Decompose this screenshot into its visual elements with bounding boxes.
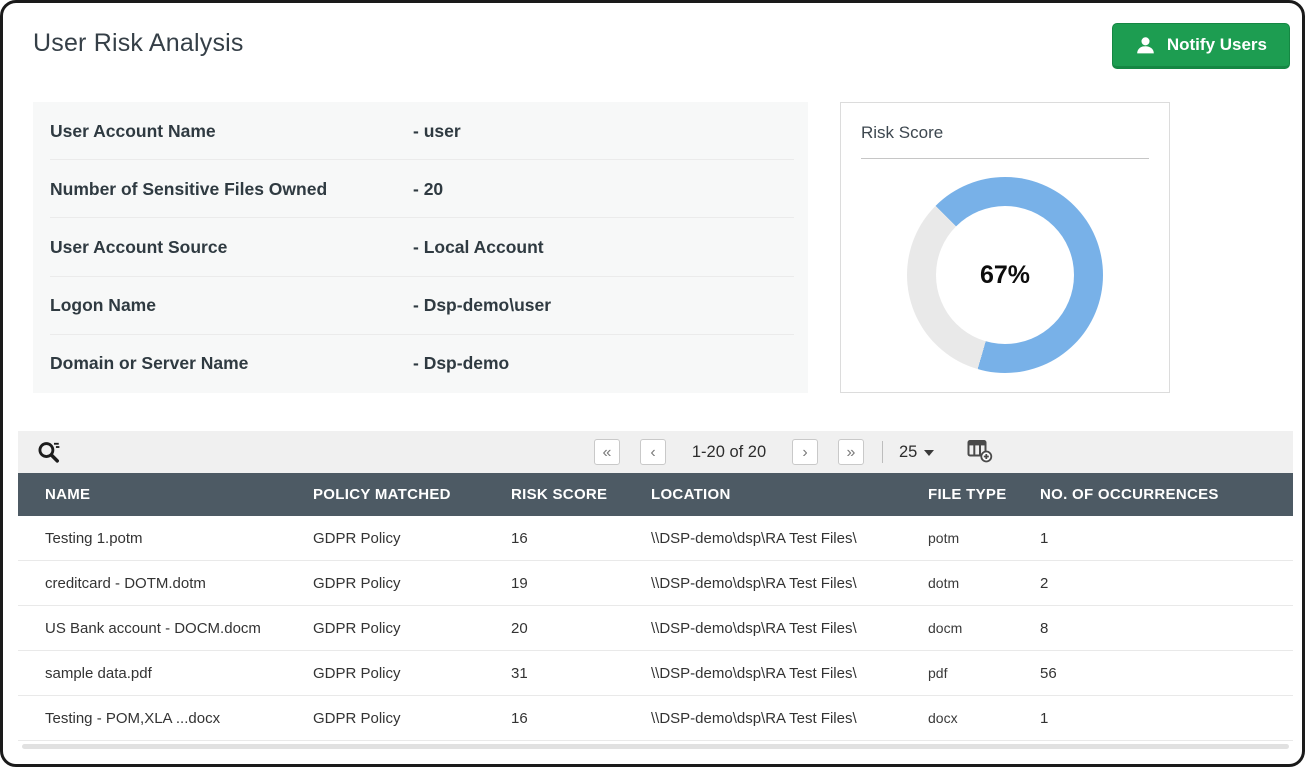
column-header-name[interactable]: NAME xyxy=(45,486,91,503)
pagination: « ‹ 1-20 of 20 › » 25 xyxy=(594,431,994,473)
add-column-icon[interactable] xyxy=(966,439,994,465)
cell-occurrences: 2 xyxy=(1040,574,1049,592)
column-header-location[interactable]: LOCATION xyxy=(651,486,731,503)
page-size-dropdown[interactable]: 25 xyxy=(899,442,935,462)
table-row: US Bank account - DOCM.docm GDPR Policy … xyxy=(18,606,1293,651)
detail-value: - Local Account xyxy=(413,236,544,257)
column-header-policy-matched[interactable]: POLICY MATCHED xyxy=(313,486,451,503)
risk-score-card: Risk Score 67% xyxy=(840,102,1170,393)
detail-value: - 20 xyxy=(413,178,444,199)
risk-percent-label: 67% xyxy=(979,260,1031,289)
notify-users-button[interactable]: Notify Users xyxy=(1111,23,1290,69)
table-row: Testing - POM,XLA ...docx GDPR Policy 16… xyxy=(18,696,1293,741)
detail-row-account-name: User Account Name - user xyxy=(33,102,808,161)
cell-risk-score: 16 xyxy=(511,529,528,547)
detail-label: Number of Sensitive Files Owned xyxy=(50,178,328,199)
detail-label: User Account Name xyxy=(50,120,216,141)
cell-risk-score: 16 xyxy=(511,709,528,727)
last-page-button[interactable]: » xyxy=(838,439,864,465)
horizontal-scrollbar[interactable] xyxy=(22,744,1289,749)
chevron-down-icon xyxy=(924,450,935,456)
cell-risk-score: 19 xyxy=(511,574,528,592)
cell-file-type: pdf xyxy=(928,665,948,681)
cell-location: \\DSP-demo\dsp\RA Test Files\ xyxy=(651,529,857,547)
detail-row-sensitive-files: Number of Sensitive Files Owned - 20 xyxy=(33,160,808,219)
cell-occurrences: 1 xyxy=(1040,709,1049,727)
page-title: User Risk Analysis xyxy=(33,29,244,57)
cell-name: Testing 1.potm xyxy=(45,529,143,547)
cell-policy: GDPR Policy xyxy=(313,709,401,727)
cell-occurrences: 8 xyxy=(1040,619,1049,637)
user-details-panel: User Account Name - user Number of Sensi… xyxy=(33,102,808,393)
cell-name: Testing - POM,XLA ...docx xyxy=(45,709,221,727)
cell-policy: GDPR Policy xyxy=(313,529,401,547)
column-header-occurrences[interactable]: NO. OF OCCURRENCES xyxy=(1040,486,1219,503)
prev-page-button[interactable]: ‹ xyxy=(640,439,666,465)
cell-file-type: potm xyxy=(928,530,960,546)
risk-donut: 67% xyxy=(907,177,1103,373)
table-row: Testing 1.potm GDPR Policy 16 \\DSP-demo… xyxy=(18,516,1293,561)
user-icon xyxy=(1135,35,1156,56)
cell-name: US Bank account - DOCM.docm xyxy=(45,619,261,637)
next-page-button[interactable]: › xyxy=(792,439,818,465)
table-header-row: NAME POLICY MATCHED RISK SCORE LOCATION … xyxy=(18,473,1293,516)
cell-location: \\DSP-demo\dsp\RA Test Files\ xyxy=(651,574,857,592)
cell-policy: GDPR Policy xyxy=(313,664,401,682)
cell-occurrences: 1 xyxy=(1040,529,1049,547)
table-row: sample data.pdf GDPR Policy 31 \\DSP-dem… xyxy=(18,651,1293,696)
divider xyxy=(882,441,883,463)
cell-location: \\DSP-demo\dsp\RA Test Files\ xyxy=(651,709,857,727)
table-row: creditcard - DOTM.dotm GDPR Policy 19 \\… xyxy=(18,561,1293,606)
cell-risk-score: 20 xyxy=(511,619,528,637)
cell-location: \\DSP-demo\dsp\RA Test Files\ xyxy=(651,619,857,637)
detail-row-domain-name: Domain or Server Name - Dsp-demo xyxy=(33,335,808,393)
cell-location: \\DSP-demo\dsp\RA Test Files\ xyxy=(651,664,857,682)
cell-file-type: docx xyxy=(928,710,958,726)
cell-policy: GDPR Policy xyxy=(313,574,401,592)
detail-value: - Dsp-demo\user xyxy=(413,295,552,316)
divider xyxy=(861,158,1149,159)
sensitive-files-table: « ‹ 1-20 of 20 › » 25 xyxy=(18,431,1293,749)
page-range-label: 1-20 of 20 xyxy=(691,442,767,461)
cell-name: sample data.pdf xyxy=(45,664,152,682)
cell-policy: GDPR Policy xyxy=(313,619,401,637)
table-toolbar: « ‹ 1-20 of 20 › » 25 xyxy=(18,431,1293,473)
first-page-button[interactable]: « xyxy=(594,439,620,465)
detail-value: - user xyxy=(413,120,461,141)
cell-risk-score: 31 xyxy=(511,664,528,682)
cell-name: creditcard - DOTM.dotm xyxy=(45,574,206,592)
notify-users-label: Notify Users xyxy=(1166,35,1267,54)
column-header-risk-score[interactable]: RISK SCORE xyxy=(511,486,608,503)
search-icon[interactable] xyxy=(35,439,63,467)
page-size-value: 25 xyxy=(899,442,918,461)
cell-file-type: dotm xyxy=(928,575,960,591)
cell-file-type: docm xyxy=(928,620,963,636)
detail-label: Logon Name xyxy=(50,295,156,316)
detail-value: - Dsp-demo xyxy=(413,353,510,374)
detail-row-logon-name: Logon Name - Dsp-demo\user xyxy=(33,277,808,335)
detail-label: User Account Source xyxy=(50,236,228,257)
detail-label: Domain or Server Name xyxy=(50,353,249,374)
detail-row-account-source: User Account Source - Local Account xyxy=(33,218,808,277)
cell-occurrences: 56 xyxy=(1040,664,1057,682)
column-header-file-type[interactable]: FILE TYPE xyxy=(928,486,1007,503)
risk-score-title: Risk Score xyxy=(861,123,944,142)
